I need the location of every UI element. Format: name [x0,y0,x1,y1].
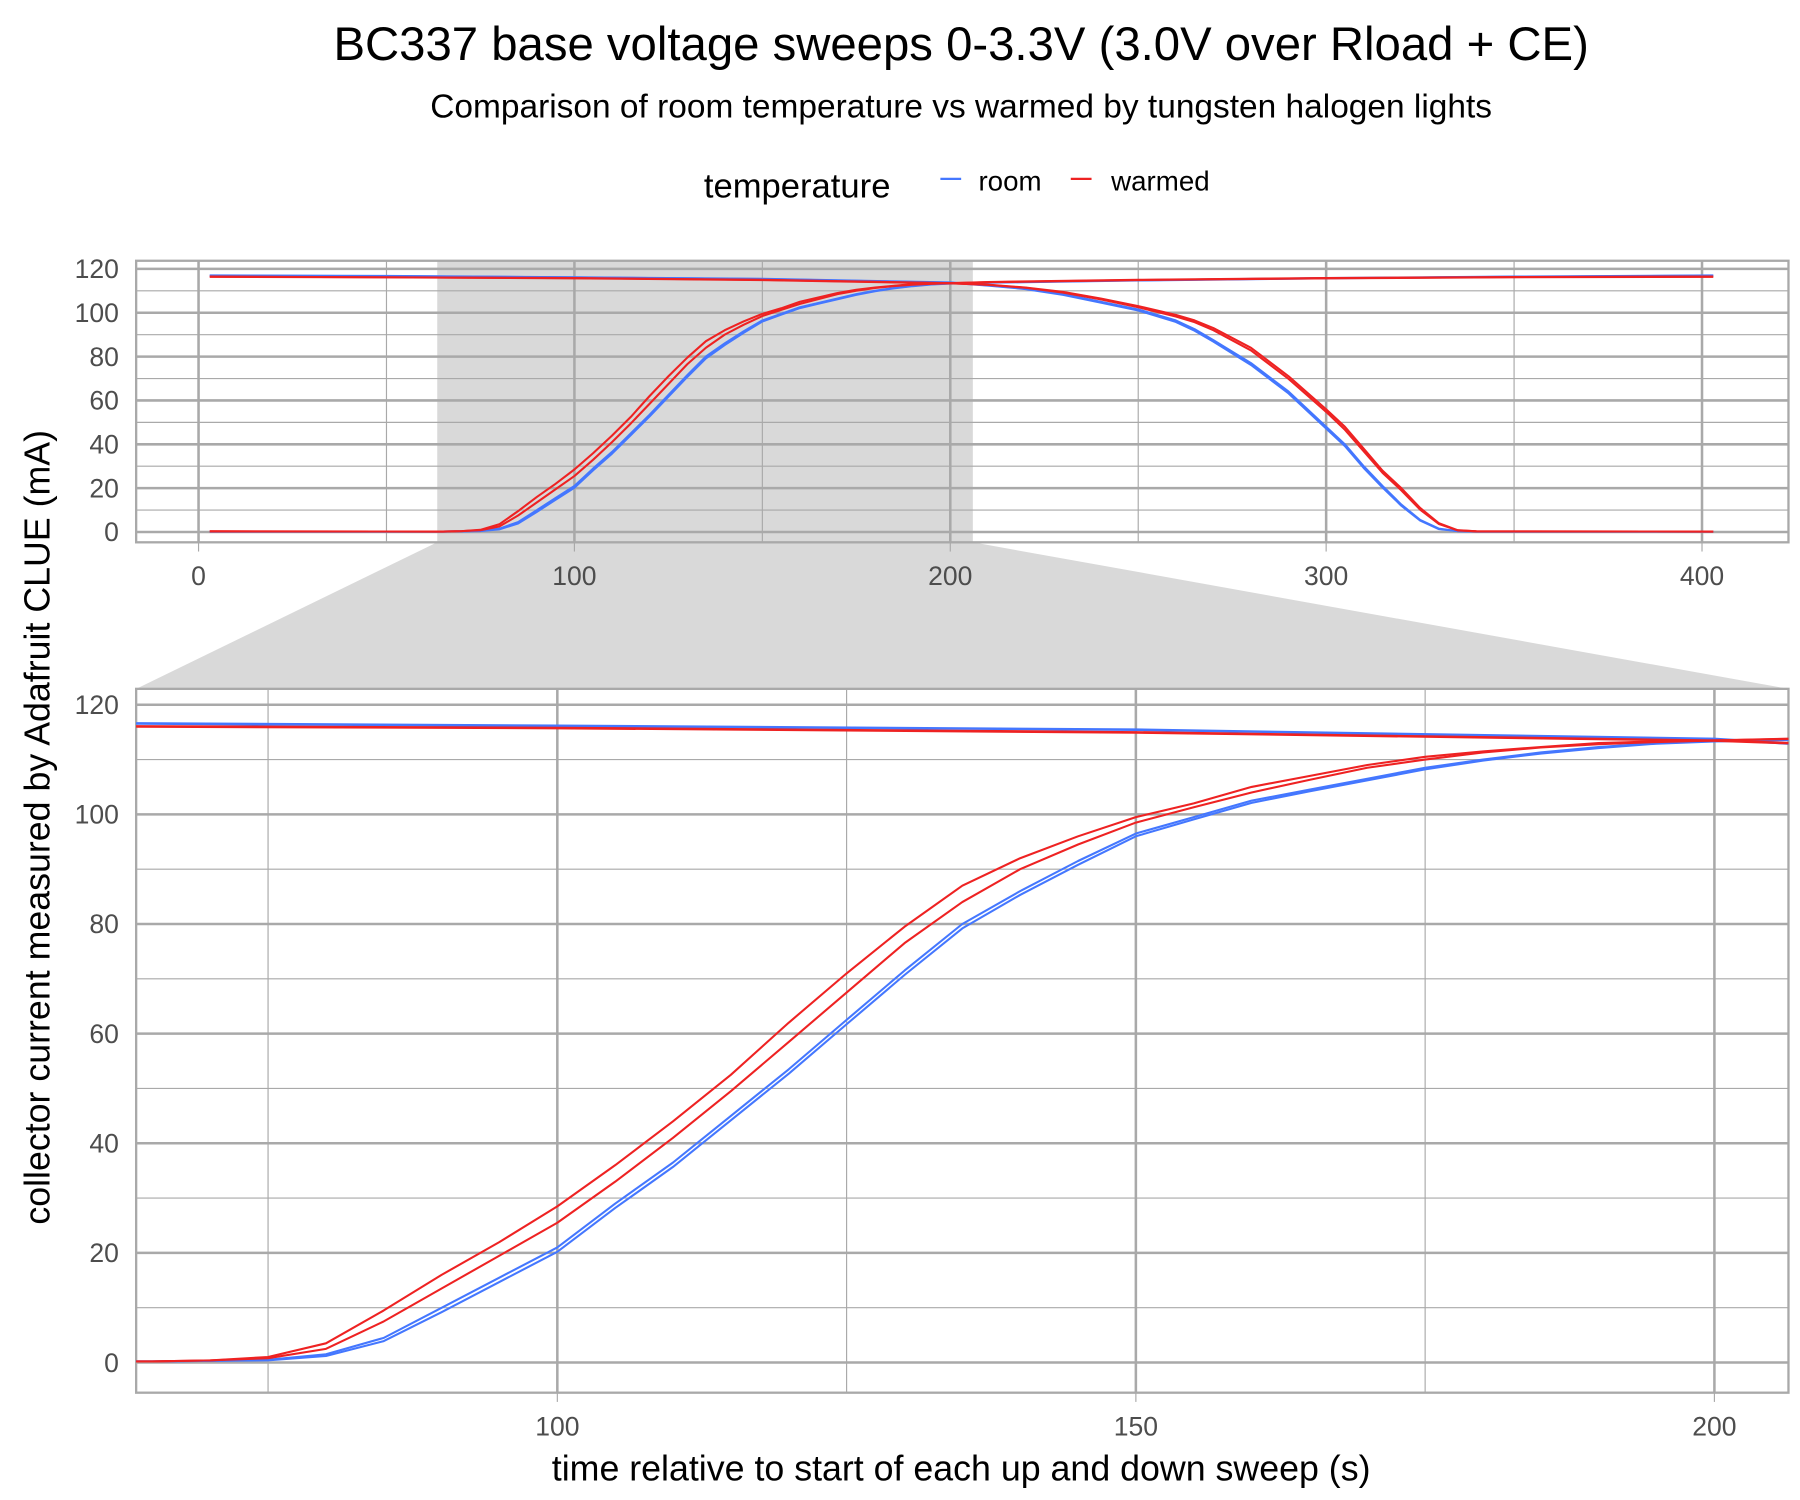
zoom-connector [136,542,1789,689]
series-line-warmed-rising [136,737,1789,1363]
series-line-room-rising [136,738,1789,1363]
y-tick-label: 60 [89,1019,119,1049]
series-line-room-rising [136,739,1789,1363]
legend: temperature room warmed [704,165,1210,205]
y-tick-label: 100 [75,298,119,328]
y-tick-label: 80 [89,909,119,939]
series-line-room-falling [136,722,1789,745]
series-line-warmed-falling [136,725,1789,745]
y-tick-label: 20 [89,1238,119,1268]
y-tick-label: 0 [104,1348,119,1378]
y-axis-title: collector current measured by Adafruit C… [18,430,58,1225]
y-tick-label: 60 [89,386,119,416]
legend-title: temperature [704,167,891,205]
series-line-warmed-falling [209,275,1714,533]
y-tick-label: 100 [75,800,119,830]
y-tick-label: 0 [104,517,119,547]
x-tick-label: 200 [928,561,972,591]
panel-border [135,259,1790,544]
legend-label-warmed: warmed [1110,165,1209,196]
y-tick-label: 80 [89,342,119,372]
x-tick-label: 100 [535,1411,579,1441]
overview-panel: 0 100 200 300 400 0 20 40 60 80 100 120 [75,254,1790,591]
y-tick-label: 40 [89,1129,119,1159]
x-tick-label: 150 [1114,1411,1158,1441]
series-line-warmed-falling [136,725,1789,744]
chart-title: BC337 base voltage sweeps 0-3.3V (3.0V o… [333,18,1588,71]
y-tick-label: 120 [75,690,119,720]
zoomed-panel: 100 150 200 0 20 40 60 80 100 120 [75,687,1790,1441]
x-axis-title: time relative to start of each up and do… [552,1448,1371,1488]
y-tick-label: 40 [89,430,119,460]
series-line-room-falling [136,722,1789,745]
chart-subtitle: Comparison of room temperature vs warmed… [430,89,1492,126]
x-tick-label: 400 [1680,561,1724,591]
x-tick-label: 100 [552,561,596,591]
y-tick-label: 120 [75,254,119,284]
legend-label-room: room [978,165,1041,196]
y-tick-label: 20 [89,473,119,503]
x-tick-label: 0 [191,561,206,591]
panel-border [135,687,1790,1394]
zoom-connector-shape [136,542,1789,689]
x-tick-label: 300 [1304,561,1348,591]
series-line-warmed-rising [136,737,1789,1363]
x-tick-label: 200 [1692,1411,1736,1441]
